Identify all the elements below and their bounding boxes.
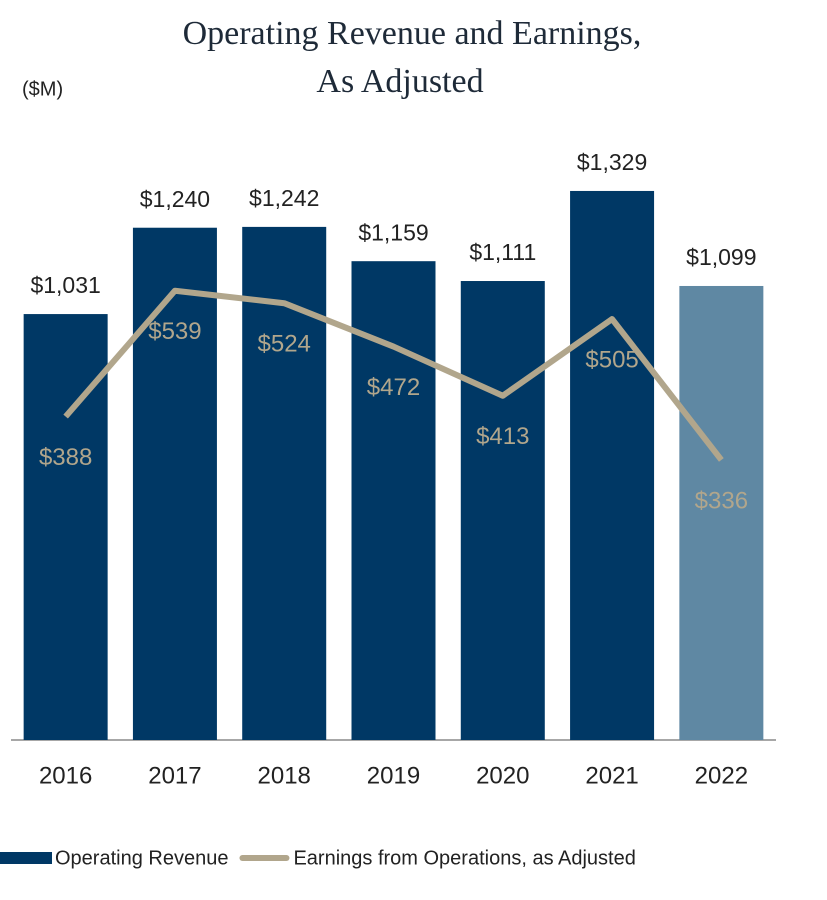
unit-label: ($M) bbox=[22, 78, 63, 100]
data-label: $472 bbox=[367, 374, 420, 401]
x-tick-label: 2016 bbox=[39, 762, 92, 789]
data-label: $1,159 bbox=[358, 219, 428, 245]
data-label: $539 bbox=[148, 318, 201, 345]
data-label: $336 bbox=[695, 487, 748, 514]
x-tick-label: 2019 bbox=[367, 762, 420, 789]
bar bbox=[23, 314, 108, 740]
chart-title: As Adjusted bbox=[316, 63, 483, 100]
bar bbox=[460, 281, 545, 740]
x-tick-label: 2021 bbox=[585, 762, 638, 789]
bar bbox=[679, 285, 764, 740]
data-label: $1,240 bbox=[140, 186, 210, 212]
line bbox=[63, 287, 724, 462]
bar bbox=[132, 227, 217, 741]
legend-swatch bbox=[0, 852, 52, 864]
legend-label: Operating Revenue bbox=[55, 847, 228, 869]
x-tick-label: 2022 bbox=[695, 762, 748, 789]
data-label: $388 bbox=[39, 444, 92, 471]
data-label: $1,329 bbox=[577, 149, 647, 175]
chart-title: Operating Revenue and Earnings, bbox=[183, 15, 642, 52]
x-tick-label: 2020 bbox=[476, 762, 529, 789]
x-tick-label: 2017 bbox=[148, 762, 201, 789]
data-label: $524 bbox=[258, 331, 311, 358]
data-label: $1,099 bbox=[686, 244, 756, 270]
data-label: $1,111 bbox=[469, 239, 536, 265]
bar bbox=[570, 190, 655, 740]
bar bbox=[351, 261, 436, 740]
x-tick-label: 2018 bbox=[258, 762, 311, 789]
data-label: $1,242 bbox=[249, 185, 319, 211]
data-label: $505 bbox=[585, 346, 638, 373]
legend-label: Earnings from Operations, as Adjusted bbox=[293, 847, 635, 869]
data-label: $413 bbox=[476, 423, 529, 450]
data-label: $1,031 bbox=[30, 272, 100, 298]
